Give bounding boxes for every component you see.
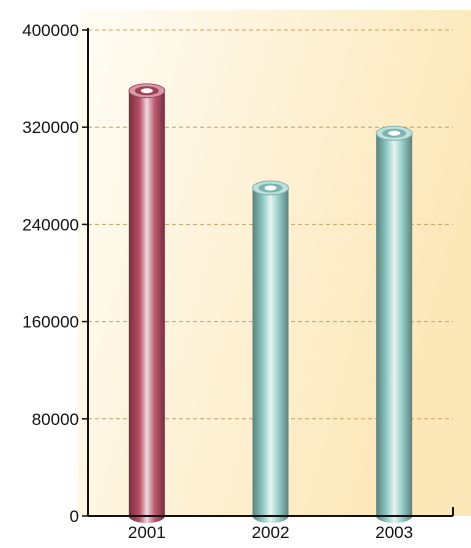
bar-body bbox=[128, 90, 165, 523]
x-tick-label: 2001 bbox=[128, 523, 166, 542]
y-tick-label: 240000 bbox=[22, 215, 79, 234]
y-tick-label: 80000 bbox=[32, 410, 79, 429]
y-tick-label: 320000 bbox=[22, 118, 79, 137]
y-tick-label: 160000 bbox=[22, 313, 79, 332]
y-tick-label: 400000 bbox=[22, 21, 79, 40]
bar bbox=[128, 83, 166, 523]
bar-cap-highlight bbox=[140, 88, 153, 94]
bar-cap-highlight bbox=[388, 130, 401, 136]
bar-body bbox=[376, 133, 413, 523]
bars bbox=[128, 83, 413, 523]
x-tick-label: 2003 bbox=[375, 523, 413, 542]
tick-labels: 0 80000 160000 240000 320000 400000 2001 2002 20… bbox=[22, 21, 413, 542]
x-tick-label: 2002 bbox=[252, 523, 290, 542]
bar bbox=[252, 180, 289, 523]
bar-cap-highlight bbox=[264, 185, 277, 191]
y-tick-label: 0 bbox=[70, 507, 79, 526]
axes bbox=[82, 28, 454, 517]
bar-body bbox=[252, 187, 289, 523]
bar bbox=[375, 125, 413, 523]
